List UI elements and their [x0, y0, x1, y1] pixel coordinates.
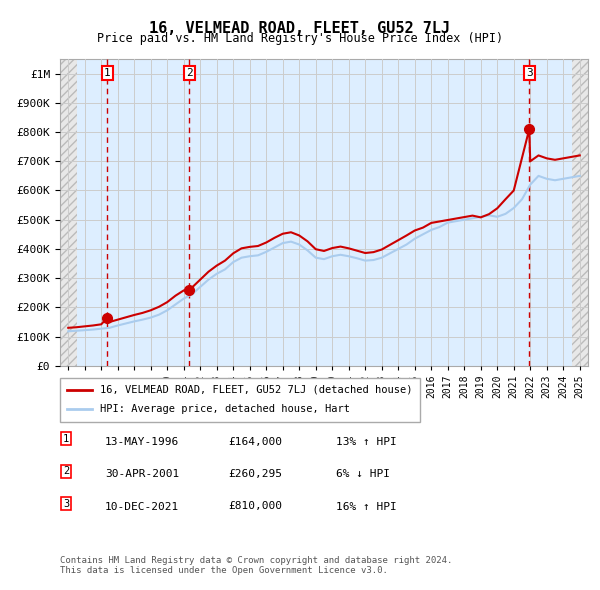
- Text: 16% ↑ HPI: 16% ↑ HPI: [336, 502, 397, 512]
- Text: 2: 2: [186, 68, 193, 78]
- Text: Contains HM Land Registry data © Crown copyright and database right 2024.
This d: Contains HM Land Registry data © Crown c…: [60, 556, 452, 575]
- Text: 3: 3: [526, 68, 533, 78]
- Bar: [77, 59, 571, 366]
- Text: 1: 1: [104, 68, 111, 78]
- Text: 16, VELMEAD ROAD, FLEET, GU52 7LJ (detached house): 16, VELMEAD ROAD, FLEET, GU52 7LJ (detac…: [100, 385, 412, 395]
- Text: 30-APR-2001: 30-APR-2001: [105, 469, 179, 479]
- Text: 10-DEC-2021: 10-DEC-2021: [105, 502, 179, 512]
- Text: 1: 1: [63, 434, 69, 444]
- Text: 2: 2: [63, 466, 69, 476]
- Text: £260,295: £260,295: [228, 469, 282, 479]
- Text: £810,000: £810,000: [228, 502, 282, 512]
- Text: 16, VELMEAD ROAD, FLEET, GU52 7LJ: 16, VELMEAD ROAD, FLEET, GU52 7LJ: [149, 21, 451, 35]
- Text: HPI: Average price, detached house, Hart: HPI: Average price, detached house, Hart: [100, 405, 350, 414]
- Bar: [571, 59, 588, 366]
- Text: 3: 3: [63, 499, 69, 509]
- Text: 13-MAY-1996: 13-MAY-1996: [105, 437, 179, 447]
- Text: Price paid vs. HM Land Registry's House Price Index (HPI): Price paid vs. HM Land Registry's House …: [97, 32, 503, 45]
- Text: 13% ↑ HPI: 13% ↑ HPI: [336, 437, 397, 447]
- Text: £164,000: £164,000: [228, 437, 282, 447]
- Bar: [60, 59, 77, 366]
- Text: 6% ↓ HPI: 6% ↓ HPI: [336, 469, 390, 479]
- FancyBboxPatch shape: [60, 378, 420, 422]
